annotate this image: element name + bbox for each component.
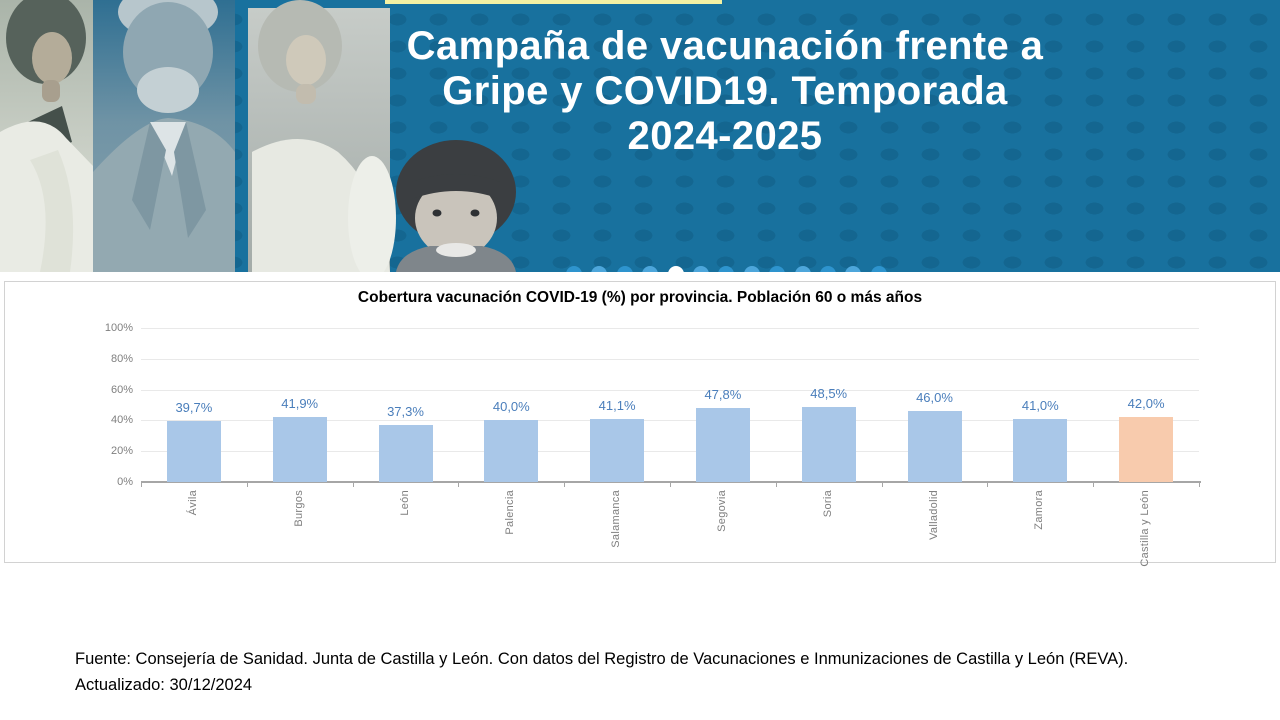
pagination-dot <box>769 266 786 272</box>
gridline <box>141 358 1199 360</box>
older-man-photo <box>93 0 235 272</box>
x-axis-tick-mark <box>564 483 566 487</box>
gridline <box>141 451 1199 453</box>
x-axis-tick-mark <box>1093 483 1095 487</box>
x-axis-tick-mark <box>987 483 989 487</box>
x-axis-tick-mark <box>246 483 248 487</box>
pagination-dot <box>845 266 862 272</box>
campaign-title-line: Gripe y COVID19. Temporada <box>442 69 1008 113</box>
x-axis-tick-mark <box>1199 483 1200 487</box>
pagination-dot <box>591 266 608 272</box>
x-axis-category-label: Burgos <box>292 490 305 527</box>
bar <box>1013 418 1068 482</box>
x-axis-tick-mark <box>881 483 883 487</box>
young-woman-photo <box>248 0 396 272</box>
campaign-title-line: Campaña de vacunación frente a <box>406 24 1044 68</box>
x-axis-tick-mark <box>670 483 671 487</box>
x-axis-category-label: León <box>398 490 411 516</box>
x-axis-category-label: Palencia <box>504 490 517 535</box>
pagination-dot <box>870 266 887 272</box>
pagination-dot <box>693 266 709 272</box>
x-axis-category-label: Valladolid <box>927 490 940 540</box>
bar <box>695 408 750 482</box>
y-axis-tick-label: 40% <box>110 414 133 427</box>
x-axis-category-label: Ávila <box>186 490 199 516</box>
bar <box>907 411 962 482</box>
x-axis-category-label: Castilla y León <box>1139 490 1152 567</box>
chart-title: Cobertura vacunación COVID-19 (%) por pr… <box>357 289 923 306</box>
campaign-title: Campaña de vacunación frente a Gripe y CO… <box>250 24 1200 159</box>
footer-source-text: Fuente: Consejería de Sanidad. Junta de … <box>75 650 1129 668</box>
accent-strip <box>385 0 722 4</box>
bar-value-label: 42,0% <box>1127 396 1165 412</box>
photo-strip <box>0 0 516 272</box>
x-axis-category-label: Salamanca <box>610 490 623 548</box>
campaign-title-line: 2024-2025 <box>627 114 823 158</box>
x-axis-tick-mark <box>141 483 142 487</box>
bar-value-label: 39,7% <box>175 399 213 415</box>
x-axis-category-label: Soria <box>821 490 834 518</box>
y-axis-tick-label: 60% <box>110 383 133 396</box>
x-axis-tick-mark <box>352 483 354 487</box>
bar-value-label: 47,8% <box>704 387 742 403</box>
pagination-dot-active <box>667 266 684 272</box>
pagination-dot <box>820 266 836 272</box>
pagination-dot <box>718 266 735 272</box>
gridline <box>141 389 1199 391</box>
x-axis-line <box>141 481 1201 483</box>
bar <box>166 420 221 482</box>
y-axis-tick-label: 100% <box>104 322 133 334</box>
bar <box>378 424 433 482</box>
x-axis-category-label: Zamora <box>1033 490 1046 530</box>
header-banner: Campaña de vacunación frente a Gripe y CO… <box>0 0 1280 272</box>
pagination-dot <box>794 266 811 272</box>
bar-value-label: 41,1% <box>598 397 636 413</box>
bar <box>484 420 539 482</box>
pagination-dot <box>743 266 760 272</box>
bar-value-label: 41,9% <box>281 396 319 412</box>
y-axis-tick-label: 0% <box>117 476 133 488</box>
x-axis-tick-mark <box>775 483 777 487</box>
footer: Fuente: Consejería de Sanidad. Junta de … <box>75 646 1235 698</box>
female-doctor-photo <box>0 0 93 272</box>
gridline <box>141 328 1199 329</box>
pagination-dot <box>616 266 633 272</box>
bar <box>1119 417 1174 482</box>
pagination-dot <box>566 266 582 272</box>
bar-value-label: 48,5% <box>810 386 848 402</box>
y-axis-tick-label: 20% <box>110 445 133 458</box>
bar-value-label: 40,0% <box>492 399 530 415</box>
bar <box>801 407 856 482</box>
bar-value-label: 41,0% <box>1021 397 1059 413</box>
x-axis-category-label: Segovia <box>715 490 728 532</box>
gridline <box>141 420 1199 422</box>
chart-panel: Cobertura vacunación COVID-19 (%) por pr… <box>4 281 1276 567</box>
child-photo <box>396 140 516 272</box>
bar-value-label: 46,0% <box>916 390 953 406</box>
pagination-dot <box>642 266 659 272</box>
bar <box>590 418 645 482</box>
y-axis-tick-label: 80% <box>110 352 133 365</box>
x-axis-tick-mark <box>458 483 460 487</box>
footer-updated-text: Actualizado: 30/12/2024 <box>75 676 253 694</box>
bar <box>272 417 327 482</box>
bar-value-label: 37,3% <box>387 403 424 419</box>
